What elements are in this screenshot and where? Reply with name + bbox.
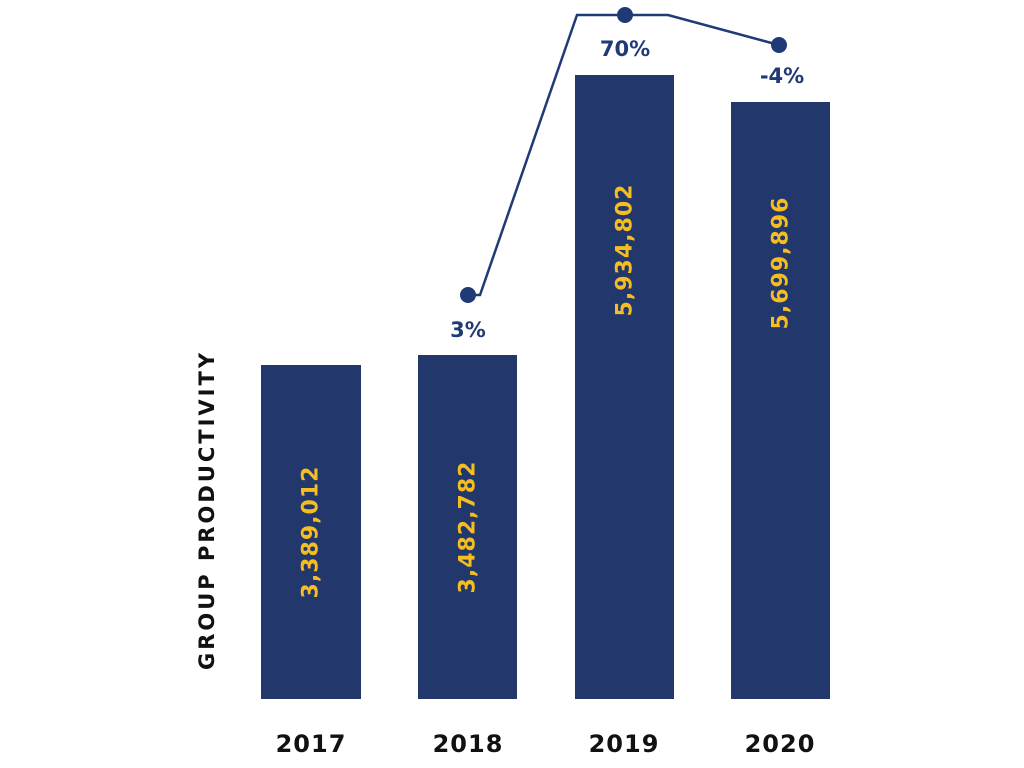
growth-point-2020 (771, 37, 787, 53)
growth-point-2019 (617, 7, 633, 23)
bar-value-label: 5,699,896 (768, 196, 793, 330)
pct-label-2020: -4% (759, 64, 805, 88)
pct-label-2019: 70% (599, 37, 651, 61)
growth-point-2018 (460, 287, 476, 303)
bar-value-label: 3,482,782 (455, 460, 480, 594)
bar-value-label: 3,389,012 (298, 465, 324, 599)
x-tick-2018: 2018 (432, 730, 504, 758)
x-tick-2019: 2019 (588, 730, 660, 758)
pct-label-2018: 3% (450, 318, 486, 342)
x-tick-2017: 2017 (275, 730, 347, 758)
bar-2019: 5,934,802 (575, 75, 674, 699)
bar-2018: 3,482,782 (418, 355, 517, 699)
x-tick-2020: 2020 (744, 730, 816, 758)
bar-2020: 5,699,896 (731, 102, 830, 699)
bar-value-label: 5,934,802 (612, 183, 637, 317)
bar-2017: 3,389,012 (261, 365, 361, 699)
